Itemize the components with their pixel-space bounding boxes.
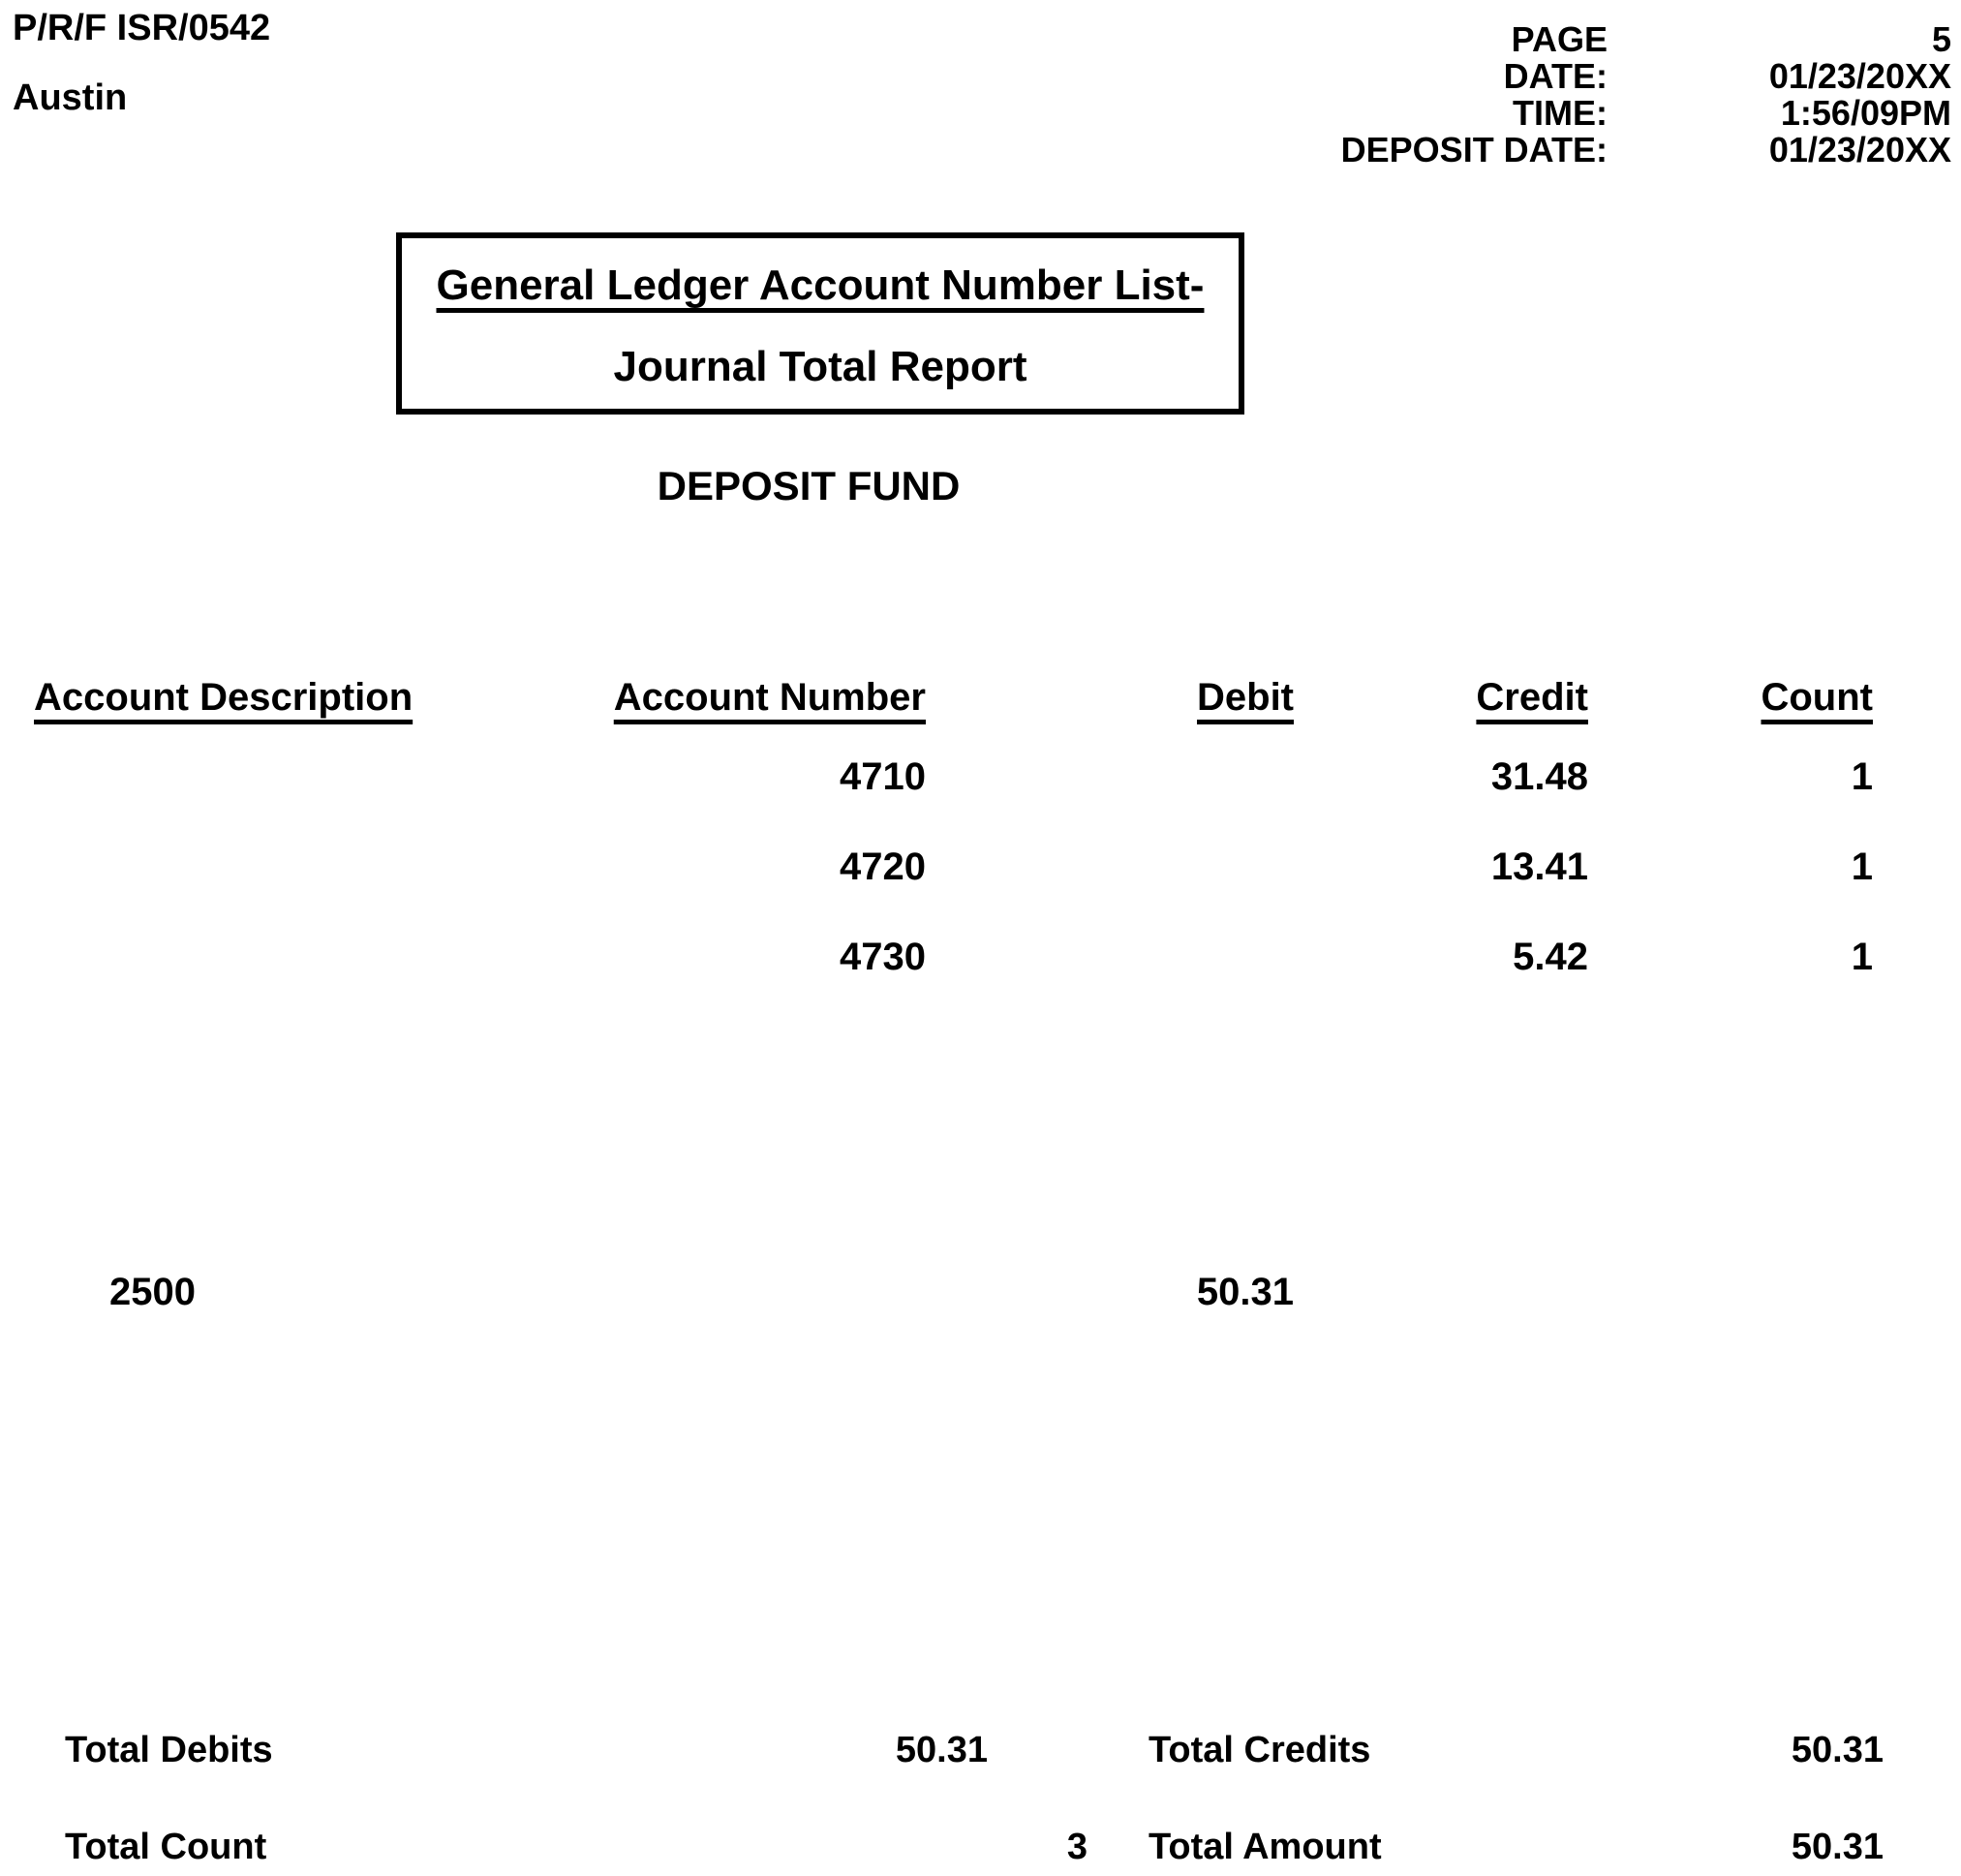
report-title-line1: General Ledger Account Number List- [436,261,1205,309]
date-value: 01/23/20XX [1768,56,1951,96]
deposit-date-value: 01/23/20XX [1768,130,1951,169]
report-meta-block: PAGE 5 DATE: 01/23/20XX TIME: 1:56/09PM … [1341,21,1951,169]
credit-cell: 13.41 [1490,846,1588,888]
credit-cell: 31.48 [1490,755,1588,798]
count-cell: 1 [1851,755,1873,798]
page-label: PAGE [1511,19,1608,59]
meta-row-date: DATE: 01/23/20XX [1341,58,1951,95]
credit-cell: 5.42 [1513,936,1588,978]
account-number-cell: 4720 [840,846,926,888]
column-header-credit: Credit [1476,676,1588,719]
account-description-cell [34,936,426,979]
time-value: 1:56/09PM [1780,93,1951,133]
account-number-cell: 4730 [840,936,926,978]
table-row: 4710 31.48 1 [34,755,1873,799]
meta-row-time: TIME: 1:56/09PM [1341,95,1951,132]
debit-cell [926,936,1294,979]
column-header-account-description: Account Description [34,676,414,719]
report-title-line2: Journal Total Report [613,343,1027,390]
account-number-cell [426,1271,926,1314]
page-value: 5 [1931,19,1951,59]
total-count-value: 3 [1066,1827,1088,1867]
account-description-cell [34,755,426,799]
offset-account-row: 2500 50.31 [34,1271,1873,1314]
report-code: P/R/F ISR/0542 [13,8,271,48]
total-count-label: Total Count [65,1827,267,1867]
total-credits-label: Total Credits [1149,1730,1371,1770]
report-title-box: General Ledger Account Number List- Jour… [396,232,1244,415]
total-debits-value: 50.31 [895,1730,988,1770]
deposit-date-label: DEPOSIT DATE: [1340,130,1608,169]
section-title: DEPOSIT FUND [657,463,961,508]
date-label: DATE: [1503,56,1608,96]
meta-row-deposit-date: DEPOSIT DATE: 01/23/20XX [1341,132,1951,169]
column-header-count: Count [1761,676,1873,719]
total-amount-value: 50.31 [1791,1827,1884,1867]
count-cell: 1 [1851,936,1873,978]
offset-account-number: 2500 [109,1271,196,1313]
table-row: 4730 5.42 1 [34,936,1873,979]
column-header-debit: Debit [1197,676,1294,719]
account-number-cell: 4710 [840,755,926,798]
table-header-row: Account Description Account Number Debit… [34,676,1873,720]
time-label: TIME: [1513,93,1608,133]
total-debits-label: Total Debits [65,1730,273,1770]
account-description-cell [34,846,426,889]
debit-cell [926,755,1294,799]
total-credits-value: 50.31 [1791,1730,1884,1770]
credit-cell [1294,1271,1588,1314]
count-cell [1588,1271,1873,1314]
count-cell: 1 [1851,846,1873,888]
table-row: 4720 13.41 1 [34,846,1873,889]
total-amount-label: Total Amount [1149,1827,1382,1867]
meta-row-page: PAGE 5 [1341,21,1951,58]
offset-debit-value: 50.31 [1196,1271,1294,1313]
debit-cell [926,846,1294,889]
column-header-account-number: Account Number [613,676,926,719]
report-location: Austin [13,77,128,118]
